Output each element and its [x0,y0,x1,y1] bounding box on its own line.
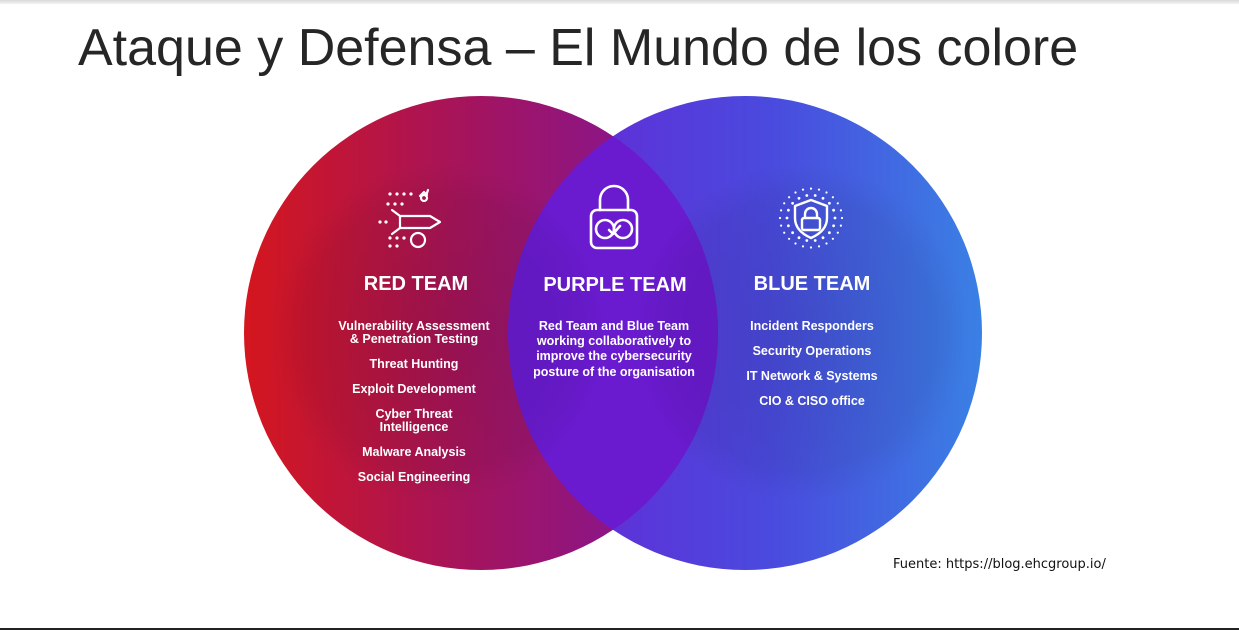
shield-dot [787,224,790,228]
shield-dot [805,194,809,197]
shield-dot [831,196,834,199]
shield-dot [828,231,831,235]
shield-dot [801,188,805,191]
shield-dot [839,209,842,212]
purple-team-description: Red Team and Blue Team working collabora… [533,319,695,379]
red-team-list: Vulnerability Assessment & Penetration T… [316,320,512,496]
blue-team-item: CIO & CISO office [759,394,865,408]
red-team-item: Malware Analysis [362,445,466,459]
red-team-item: Cyber Threat Intelligence [375,407,453,434]
blue-team-list: Incident Responders Security Operations … [714,320,910,420]
shield-dot [788,237,791,240]
shield-dot [794,242,797,245]
shield-dot [832,224,835,228]
shield-dot [836,231,839,234]
shield-dot [791,201,794,205]
shield-dot [809,187,813,190]
shield-dot [821,236,825,240]
blue-inner-shade [630,163,970,503]
top-rule [0,0,1239,4]
shield-dot [840,216,844,220]
shield-dot [805,239,809,242]
shield-dot [797,196,801,200]
slide-title: Ataque y Defensa – El Mundo de los color… [78,19,1079,77]
red-team-item: Threat Hunting [369,357,459,371]
blue-team-item: Security Operations [752,344,872,358]
shield-dot [839,224,842,227]
red-team-item: Social Engineering [357,470,471,484]
source-note: Fuente: https://blog.ehcgroup.io/ [893,557,1106,572]
shield-dot [801,245,805,248]
shield-dot [817,245,821,248]
bottom-rule [0,628,1239,630]
red-team-item: Exploit Development [352,382,476,396]
shield-dot [809,246,813,249]
shield-dot [778,216,782,220]
shield-dot [821,196,825,200]
red-inner-shade [270,163,610,503]
red-team-item: Vulnerability Assessment & Penetration T… [338,319,490,346]
shield-dot [791,231,794,235]
blue-team-heading: BLUE TEAM [753,273,871,295]
shield-dot [813,239,817,242]
shield-dot [783,202,786,205]
padlock-linked-rings-icon [589,184,639,250]
shield-dot [825,191,828,194]
shield-dot [813,194,817,197]
shield-dot [832,208,835,212]
shield-dot [833,216,837,220]
shield-dot [831,237,834,240]
shield-dot [780,224,783,227]
shield-lock-icon [778,187,844,249]
shield-dot [828,201,831,205]
bomb-missile-icon [378,188,442,249]
shield-dot [836,202,839,205]
purple-team-overlap [508,96,718,570]
red-team-heading: RED TEAM [363,273,469,295]
blue-team-item: Incident Responders [750,319,874,333]
purple-team-heading: PURPLE TEAM [543,274,687,296]
shield-dot [788,196,791,199]
shield-dot [785,216,789,220]
shield-dot [787,208,790,212]
shield-dot [797,236,801,240]
shield-dot [783,231,786,234]
blue-team-item: IT Network & Systems [746,369,878,383]
shield-dot [780,209,783,212]
shield-dot [825,242,828,245]
shield-dot [794,191,797,194]
shield-dot [817,188,821,191]
